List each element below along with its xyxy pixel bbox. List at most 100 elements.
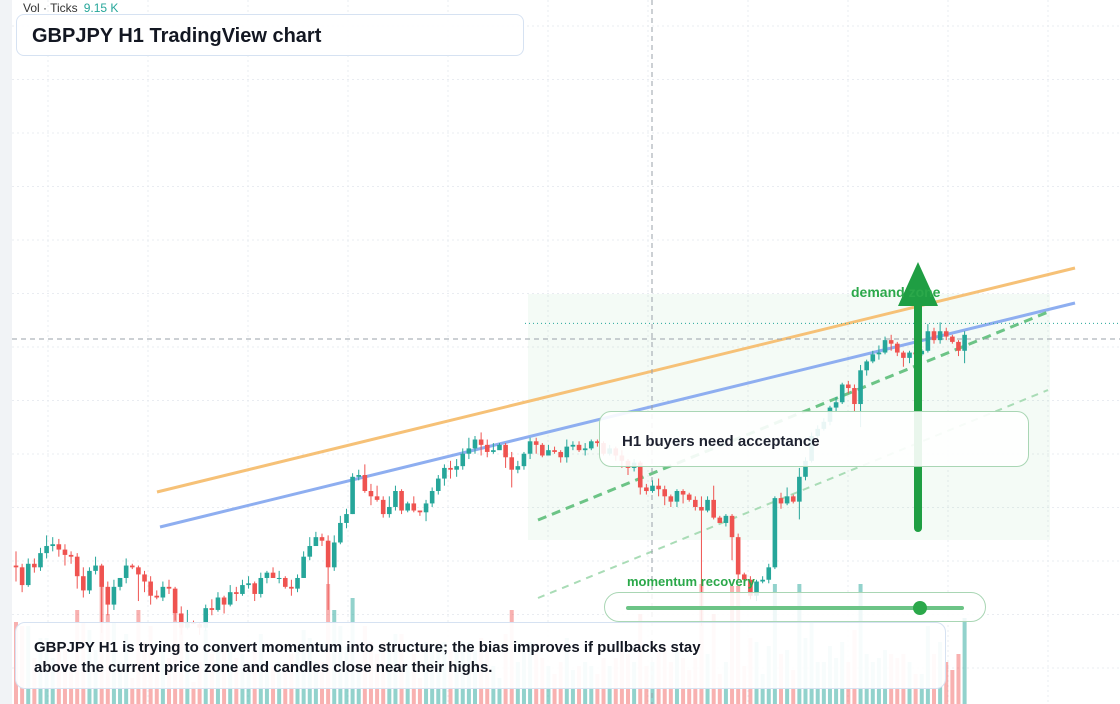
candle-body — [435, 478, 441, 491]
candle-body — [907, 352, 912, 358]
candle-body — [870, 354, 876, 362]
candle-body — [595, 441, 600, 444]
candle-body — [411, 503, 417, 511]
volume-bar — [552, 674, 557, 704]
candle-body — [711, 499, 716, 518]
candle-body — [503, 444, 508, 458]
candle-body — [374, 496, 380, 500]
candle-body — [93, 565, 98, 571]
candle-body — [215, 597, 221, 610]
candle-body — [307, 546, 313, 557]
candle-body — [472, 439, 478, 449]
candle-body — [943, 331, 949, 337]
candle-body — [264, 572, 270, 578]
candle-body — [129, 565, 135, 568]
candle-body — [735, 537, 741, 575]
candle-body — [13, 565, 19, 568]
candle-body — [790, 496, 796, 502]
candle-body — [931, 331, 937, 341]
candle-body — [154, 595, 160, 598]
volume-bar — [913, 674, 918, 704]
up-arrow-icon — [898, 262, 938, 306]
candle-body — [546, 450, 551, 456]
candle-body — [252, 583, 257, 594]
candle-body — [662, 489, 668, 497]
analysis-summary-box: GBPJPY H1 is trying to convert momentum … — [15, 622, 946, 689]
candle-body — [448, 467, 453, 470]
candle-body — [754, 581, 759, 596]
candle-body — [87, 570, 92, 591]
candle-body — [748, 579, 753, 596]
candle-body — [888, 340, 894, 344]
candle-body — [564, 446, 570, 458]
candle-body — [62, 549, 68, 555]
candle-body — [105, 586, 111, 605]
candle-body — [356, 475, 362, 477]
candle-body — [650, 485, 655, 491]
candle-body — [19, 567, 25, 586]
candle-body — [166, 586, 172, 589]
volume-bar — [950, 670, 955, 704]
candle-body — [338, 522, 343, 543]
candle-body — [258, 577, 264, 594]
candle-body — [393, 491, 398, 507]
candle-body — [644, 487, 649, 491]
candle-body — [803, 460, 808, 477]
candle-body — [497, 444, 502, 451]
candle-body — [25, 563, 31, 586]
candle-body — [380, 499, 386, 515]
candle-body — [234, 592, 239, 594]
candle-body — [160, 586, 166, 598]
candle-body — [32, 563, 37, 568]
candle-body — [344, 514, 349, 523]
volume-bar — [760, 674, 765, 704]
candle-body — [515, 466, 521, 470]
left-scale-edge — [0, 0, 12, 704]
candle-body — [368, 491, 374, 497]
candle-body — [937, 331, 943, 341]
demand-zone-label: demand zone — [851, 284, 941, 300]
candle-body — [301, 556, 306, 578]
candle-body — [417, 510, 423, 513]
candle-body — [289, 586, 294, 589]
candle-body — [460, 453, 466, 467]
candle-body — [387, 506, 392, 515]
candle-body — [123, 565, 129, 578]
candle-body — [172, 588, 178, 614]
volume-legend-value: 9.15 K — [83, 1, 119, 15]
candle-body — [833, 402, 839, 408]
candle-body — [729, 515, 735, 538]
acceptance-callout-text: H1 buyers need acceptance — [622, 433, 820, 450]
candle-body — [588, 441, 594, 449]
candle-body — [399, 491, 404, 511]
candle-body — [136, 567, 141, 575]
momentum-track — [626, 606, 964, 610]
candle-body — [699, 506, 704, 511]
candle-body — [521, 453, 527, 467]
candle-body — [246, 583, 251, 586]
volume-bar — [417, 678, 422, 704]
candle-body — [81, 576, 86, 591]
candle-body — [540, 444, 545, 456]
analysis-summary-text: GBPJPY H1 is trying to convert momentum … — [34, 639, 701, 676]
candle-body — [227, 592, 233, 605]
candle-body — [319, 537, 325, 541]
candle-body — [454, 466, 459, 470]
candle-body — [203, 608, 209, 628]
candle-body — [858, 370, 863, 405]
candle-body — [38, 553, 43, 568]
candle-body — [766, 567, 772, 580]
candle-body — [442, 467, 447, 479]
candle-body — [717, 517, 723, 523]
candle-body — [772, 498, 778, 568]
candle-body — [901, 352, 906, 358]
candle-body — [295, 577, 300, 589]
candle-body — [882, 340, 888, 353]
acceptance-callout: H1 buyers need acceptance — [599, 411, 1029, 467]
candle-body — [350, 476, 355, 515]
candle-body — [209, 608, 215, 610]
candle-body — [466, 448, 472, 454]
candle-body — [784, 496, 790, 504]
candle-body — [50, 544, 56, 547]
candle-body — [405, 503, 410, 511]
